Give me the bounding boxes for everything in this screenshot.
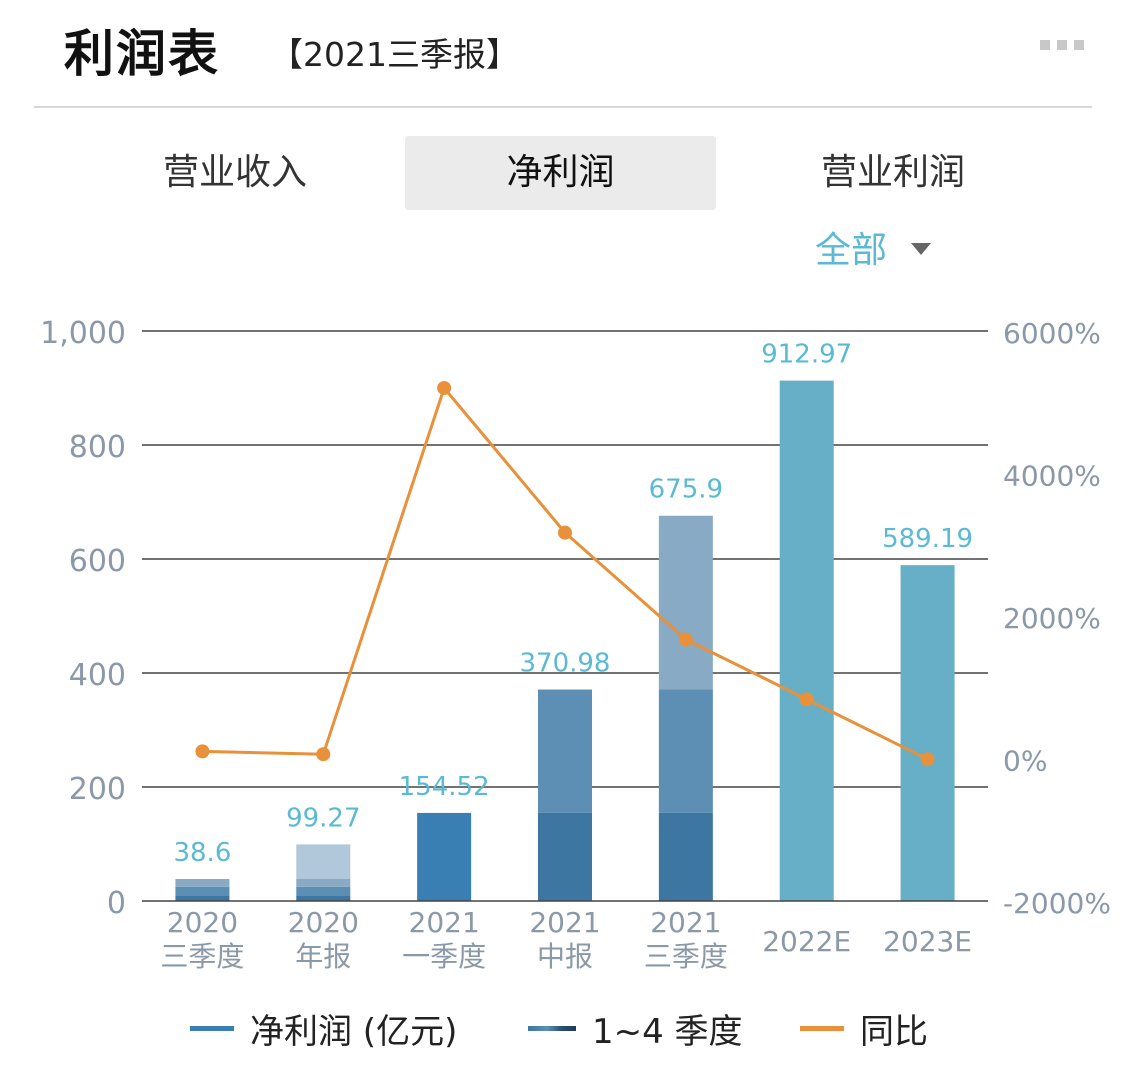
y-tick-label: 1,000 bbox=[40, 316, 126, 351]
data-label: 675.9 bbox=[649, 475, 723, 505]
bar-segment bbox=[538, 812, 592, 901]
x-tick-label: 2021 bbox=[529, 906, 600, 939]
legend: 净利润 (亿元) 1~4 季度 同比 bbox=[0, 1000, 1126, 1060]
y2-tick-label: 6000% bbox=[1003, 317, 1101, 350]
y2-tick-label: 0% bbox=[1003, 745, 1047, 778]
y2-tick-label: 4000% bbox=[1003, 460, 1101, 493]
x-tick-label: 2020 bbox=[288, 906, 359, 939]
x-tick-label: 年报 bbox=[295, 940, 351, 973]
x-tick-label: 三季度 bbox=[644, 940, 728, 973]
legend-label-quarters: 1~4 季度 bbox=[592, 1011, 743, 1052]
bar-segment bbox=[658, 689, 713, 813]
net-profit-chart: 0 200 400 600 800 1,000 -2000% 0% 2000% 4000% 6000… bbox=[40, 316, 1111, 973]
x-tick-label: 中报 bbox=[537, 940, 593, 973]
data-label: 38.6 bbox=[173, 838, 231, 868]
data-label: 912.97 bbox=[761, 340, 852, 370]
legend-item-quarters: 1~4 季度 bbox=[528, 1000, 743, 1056]
bar-segment bbox=[175, 886, 230, 896]
bar-segment bbox=[538, 689, 592, 813]
x-tick-label: 2021 bbox=[409, 906, 480, 939]
report-period: 【2021三季报】 bbox=[270, 35, 519, 74]
divider bbox=[34, 106, 1092, 108]
bar bbox=[779, 380, 834, 901]
yoy-point bbox=[437, 381, 452, 395]
caret-down-icon bbox=[911, 243, 932, 255]
bar-segment bbox=[175, 895, 230, 901]
x-tick-label: 2021 bbox=[650, 906, 721, 939]
bar bbox=[900, 565, 955, 901]
yoy-point bbox=[920, 752, 935, 767]
bar-segment bbox=[296, 886, 351, 896]
tab-operating-profit[interactable]: 营业利润 bbox=[820, 152, 965, 193]
yoy-point bbox=[316, 747, 331, 762]
legend-label-net-profit: 净利润 (亿元) bbox=[250, 1011, 458, 1052]
bar-segment bbox=[296, 895, 351, 901]
bar-segment bbox=[296, 878, 351, 887]
more-icon[interactable] bbox=[1040, 40, 1086, 50]
yoy-point bbox=[799, 692, 814, 707]
yoy-point bbox=[558, 525, 572, 540]
x-tick-label: 2023E bbox=[883, 925, 972, 958]
bar-segment bbox=[296, 844, 351, 879]
data-label: 589.19 bbox=[882, 524, 973, 554]
x-tick-label: 三季度 bbox=[160, 940, 244, 973]
legend-item-net-profit: 净利润 (亿元) bbox=[190, 1000, 457, 1056]
tab-revenue[interactable]: 营业收入 bbox=[162, 152, 307, 193]
legend-swatch-quarters bbox=[528, 1025, 576, 1031]
data-label: 99.27 bbox=[286, 803, 360, 833]
page-title: 利润表 bbox=[64, 25, 220, 83]
bar-segment bbox=[658, 515, 713, 690]
metric-tabs: 营业收入 净利润 营业利润 bbox=[0, 136, 1126, 212]
tab-net-profit[interactable]: 净利润 bbox=[405, 136, 716, 210]
period-filter[interactable]: 全部 bbox=[815, 222, 932, 272]
y-tick-label: 200 bbox=[69, 772, 126, 807]
yoy-point bbox=[195, 744, 210, 759]
data-label: 154.52 bbox=[399, 772, 490, 802]
legend-swatch-yoy bbox=[800, 1025, 844, 1031]
bar-segment bbox=[658, 812, 713, 901]
y-tick-label: 400 bbox=[69, 658, 126, 693]
bar-segment bbox=[175, 878, 230, 887]
legend-item-yoy: 同比 bbox=[800, 1000, 928, 1056]
header: 利润表 【2021三季报】 bbox=[0, 0, 1126, 108]
legend-swatch-net-profit bbox=[190, 1025, 234, 1031]
yoy-point bbox=[678, 632, 693, 647]
x-tick-label: 一季度 bbox=[402, 940, 486, 973]
x-tick-label: 2022E bbox=[762, 925, 851, 958]
y-tick-label: 0 bbox=[107, 886, 126, 921]
legend-label-yoy: 同比 bbox=[860, 1011, 928, 1052]
y-tick-label: 800 bbox=[69, 430, 126, 465]
y2-tick-label: 2000% bbox=[1003, 602, 1101, 635]
y-tick-label: 600 bbox=[69, 544, 126, 579]
data-label: 370.98 bbox=[520, 649, 611, 679]
x-tick-label: 2020 bbox=[167, 906, 238, 939]
bar bbox=[417, 812, 472, 901]
y2-tick-label: -2000% bbox=[1003, 887, 1111, 920]
filter-label: 全部 bbox=[815, 230, 888, 271]
